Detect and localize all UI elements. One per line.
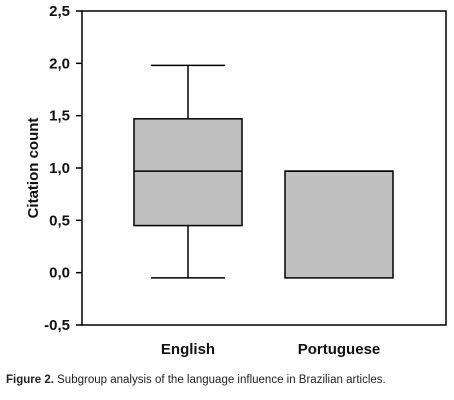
x-category-label: Portuguese bbox=[298, 341, 381, 358]
caption-label: Figure 2. bbox=[6, 374, 54, 386]
y-tick-label: 2,5 bbox=[49, 3, 70, 20]
figure-caption: Figure 2. Subgroup analysis of the langu… bbox=[6, 374, 386, 386]
caption-text: Subgroup analysis of the language influe… bbox=[53, 374, 386, 386]
y-tick-label: 2,0 bbox=[49, 55, 70, 72]
box-plot: -0,5 0,0 0,5 1,0 1,5 2,0 2,5 English Portuguese… bbox=[25, 3, 447, 358]
boxes bbox=[133, 64, 394, 279]
y-tick-label: 1,0 bbox=[49, 160, 70, 177]
y-tick-label: 1,5 bbox=[49, 108, 70, 125]
y-tick-label: -0,5 bbox=[44, 317, 70, 334]
english-box bbox=[133, 118, 243, 227]
y-tick-label: 0,0 bbox=[49, 265, 70, 282]
x-axis: English Portuguese bbox=[161, 341, 380, 358]
y-axis-title: Citation count bbox=[25, 118, 42, 219]
x-category-label: English bbox=[161, 341, 215, 358]
y-axis: -0,5 0,0 0,5 1,0 1,5 2,0 2,5 bbox=[44, 3, 82, 334]
portuguese-box bbox=[284, 170, 394, 279]
y-tick-label: 0,5 bbox=[49, 212, 70, 229]
